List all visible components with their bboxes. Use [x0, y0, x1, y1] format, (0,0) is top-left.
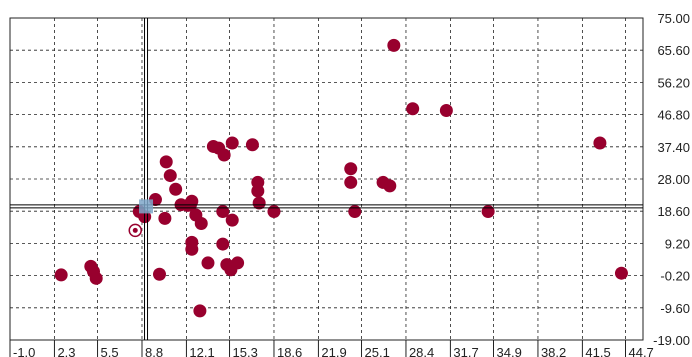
x-tick-label: 31.7: [453, 345, 478, 357]
x-tick-label: 25.1: [365, 345, 390, 357]
data-point[interactable]: [252, 196, 266, 210]
data-point[interactable]: [89, 271, 103, 285]
y-tick-label: 65.60: [657, 43, 690, 58]
data-point[interactable]: [344, 175, 358, 189]
x-tick-label: 38.2: [541, 345, 566, 357]
data-point[interactable]: [169, 182, 183, 196]
data-point[interactable]: [158, 211, 172, 225]
x-tick-label: -1.0: [13, 345, 35, 357]
data-point[interactable]: [593, 136, 607, 150]
data-point[interactable]: [152, 267, 166, 281]
y-tick-label: 9.20: [665, 236, 690, 251]
data-point[interactable]: [216, 237, 230, 251]
points-layer: [54, 38, 628, 318]
x-tick-label: 34.9: [497, 345, 522, 357]
x-tick-label: 8.8: [145, 345, 163, 357]
x-tick-label: 41.5: [585, 345, 610, 357]
data-point[interactable]: [163, 169, 177, 183]
x-tick-labels: -1.0 2.3 5.5 8.8 12.1 15.3 18.6 21.9 25.1 28.4 31.…: [13, 345, 654, 357]
grid-layer: [9, 17, 644, 357]
y-tick-label: 18.60: [657, 204, 690, 219]
data-point[interactable]: [54, 268, 68, 282]
data-point[interactable]: [225, 213, 239, 227]
data-point[interactable]: [201, 256, 215, 270]
crosshair-handle[interactable]: [139, 199, 154, 214]
x-tick-label: 15.3: [233, 345, 258, 357]
overlay-layer: [10, 18, 643, 340]
data-point[interactable]: [383, 179, 397, 193]
y-tick-label: -9.60: [660, 301, 690, 316]
data-point[interactable]: [387, 38, 401, 52]
data-point[interactable]: [267, 205, 281, 219]
y-tick-label: 46.80: [657, 108, 690, 123]
data-point[interactable]: [193, 304, 207, 318]
y-tick-label: -0.20: [660, 269, 690, 284]
data-point[interactable]: [217, 148, 231, 162]
y-tick-label: 75.00: [657, 11, 690, 26]
data-point[interactable]: [159, 155, 173, 169]
y-tick-label: 56.20: [657, 75, 690, 90]
data-point[interactable]: [194, 217, 208, 231]
data-point[interactable]: [185, 194, 199, 208]
x-tick-label: 5.5: [101, 345, 119, 357]
x-tick-label: 21.9: [321, 345, 346, 357]
data-point[interactable]: [344, 162, 358, 176]
data-point[interactable]: [185, 242, 199, 256]
y-tick-labels: 75.00 65.60 56.20 46.80 37.40 28.00 18.60 9.20 -…: [653, 11, 690, 348]
x-tick-label: 2.3: [57, 345, 75, 357]
selected-point-dot[interactable]: [132, 227, 138, 233]
data-point[interactable]: [348, 205, 362, 219]
data-point[interactable]: [439, 103, 453, 117]
data-point[interactable]: [231, 256, 245, 270]
y-tick-label: -19.00: [653, 333, 690, 348]
x-tick-label: 12.1: [189, 345, 214, 357]
data-point[interactable]: [614, 266, 628, 280]
y-tick-label: 37.40: [657, 140, 690, 155]
data-point[interactable]: [406, 102, 420, 116]
y-tick-label: 28.00: [657, 172, 690, 187]
data-point[interactable]: [225, 136, 239, 150]
data-point[interactable]: [245, 138, 259, 152]
x-tick-label: 44.7: [628, 345, 653, 357]
plot-border: [9, 17, 644, 341]
x-tick-label: 18.6: [277, 345, 302, 357]
x-tick-label: 28.4: [409, 345, 434, 357]
data-point[interactable]: [251, 184, 265, 198]
data-point[interactable]: [481, 205, 495, 219]
